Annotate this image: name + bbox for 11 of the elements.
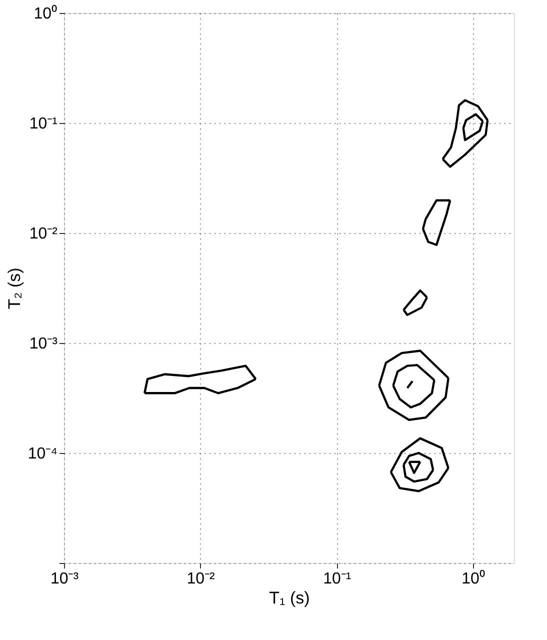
x-tick-label: 10⁻¹ <box>323 570 352 588</box>
x-tick-label: 10⁻³ <box>50 570 80 588</box>
y-tick-label: 10⁻³ <box>29 336 58 352</box>
y-tick-label: 10⁻¹ <box>29 116 58 132</box>
y-axis-title: T₂ (s) <box>4 268 24 310</box>
y-tick-label: 10⁰ <box>34 4 58 22</box>
x-tick-label: 10⁻² <box>186 570 216 588</box>
x-axis-title: T₁ (s) <box>269 588 310 608</box>
x-tick-label: 10⁰ <box>462 570 486 588</box>
y-tick-label: 10⁻⁴ <box>28 446 58 462</box>
y-tick-label: 10⁻² <box>29 226 58 242</box>
